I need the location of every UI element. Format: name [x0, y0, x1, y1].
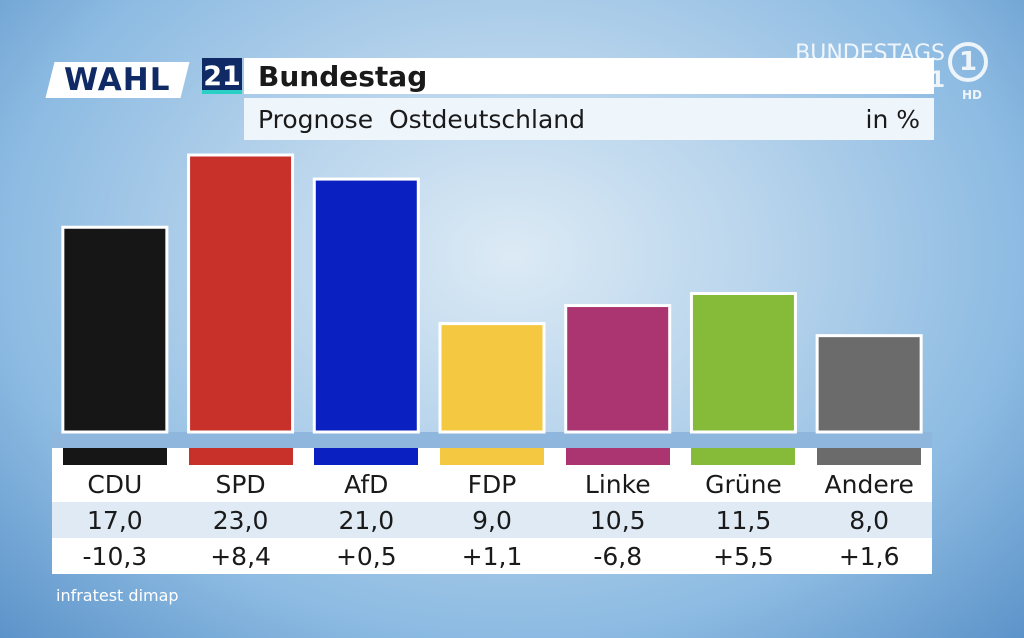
- badge-accent: [202, 90, 242, 94]
- broadcast-brand: BUNDESTAGS WAHL | 2021: [780, 40, 945, 94]
- party-name-gruene: Grüne: [705, 469, 782, 499]
- party-change-afd: +0,5: [335, 541, 397, 571]
- party-value-cdu: 17,0: [87, 505, 143, 535]
- party-name-fdp: FDP: [467, 469, 517, 499]
- party-value-linke: 10,5: [589, 505, 646, 535]
- chart-subtitle: Prognose Ostdeutschland: [244, 105, 585, 134]
- brand-wahl: WAHL: [797, 68, 863, 93]
- bar-spd: [187, 153, 295, 434]
- party-change-cdu: -10,3: [82, 541, 148, 571]
- ard-logo-number: 1: [958, 47, 978, 77]
- bar-fdp: [438, 322, 546, 434]
- party-names-row: CDU SPD AfD FDP Linke Grüne Andere: [52, 466, 932, 502]
- swatch-cell-afd: [303, 448, 429, 465]
- brand-separator: |: [869, 68, 877, 93]
- swatch-cell-linke: [555, 448, 681, 465]
- party-name-linke: Linke: [584, 469, 651, 499]
- party-value-fdp: 9,0: [472, 505, 512, 535]
- party-swatch-spd: [188, 448, 293, 465]
- party-value-andere: 8,0: [849, 505, 890, 535]
- party-change-fdp: +1,1: [461, 541, 523, 571]
- results-table: CDU SPD AfD FDP Linke Grüne Andere 17,0 23,0 21,…: [52, 448, 932, 574]
- party-value-gruene: 11,5: [715, 505, 772, 535]
- party-change-gruene: +5,5: [713, 541, 774, 571]
- bar-chart: [52, 153, 932, 448]
- brand-line1: BUNDESTAGS: [795, 41, 945, 66]
- bar-andere: [815, 334, 923, 434]
- party-color-row: [52, 448, 932, 466]
- chart-subtitle-bar: Prognose Ostdeutschland in %: [244, 98, 934, 140]
- party-name-cdu: CDU: [87, 469, 143, 499]
- wahl-21-text: 21: [203, 60, 241, 92]
- unit-label: in %: [865, 104, 921, 134]
- party-value-afd: 21,0: [338, 505, 395, 535]
- brand-line2: WAHL | 2021: [780, 67, 945, 94]
- party-name-spd: SPD: [215, 469, 266, 499]
- party-swatch-gruene: [691, 448, 796, 465]
- bar-afd: [312, 177, 420, 434]
- party-changes-row: -10,3 +8,4 +0,5 +1,1 -6,8 +5,5 +1,6: [52, 538, 932, 574]
- bar-linke: [564, 304, 672, 434]
- swatch-cell-andere: [806, 448, 932, 465]
- swatch-cell-spd: [178, 448, 304, 465]
- party-change-andere: +1,6: [838, 541, 900, 571]
- party-name-andere: Andere: [824, 469, 914, 499]
- party-swatch-cdu: [62, 448, 167, 465]
- party-swatch-andere: [817, 448, 922, 465]
- subtitle-region: Ostdeutschland: [388, 104, 585, 134]
- brand-year: 2021: [883, 68, 945, 93]
- bar-cdu: [61, 225, 169, 434]
- party-values-row: 17,0 23,0 21,0 9,0 10,5 11,5 8,0: [52, 502, 932, 538]
- party-change-linke: -6,8: [593, 541, 643, 571]
- party-change-spd: +8,4: [210, 541, 271, 571]
- chart-title: Bundestag: [258, 59, 428, 93]
- chart-baseline: [52, 432, 932, 448]
- hd-badge: HD: [962, 88, 983, 102]
- party-value-spd: 23,0: [212, 505, 269, 535]
- swatch-cell-cdu: [52, 448, 178, 465]
- swatch-cell-fdp: [429, 448, 555, 465]
- wahl-21-badge: 21: [202, 58, 242, 94]
- swatch-cell-gruene: [681, 448, 807, 465]
- source-label: infratest dimap: [56, 586, 179, 605]
- party-swatch-afd: [314, 448, 419, 465]
- ard-logo-icon: 1: [948, 42, 988, 82]
- bar-gruene: [689, 292, 797, 434]
- chart-title-bar: Bundestag: [244, 58, 934, 94]
- subtitle-prognose: Prognose: [258, 104, 374, 134]
- party-swatch-linke: [565, 448, 670, 465]
- party-name-afd: AfD: [344, 469, 389, 499]
- party-swatch-fdp: [440, 448, 545, 465]
